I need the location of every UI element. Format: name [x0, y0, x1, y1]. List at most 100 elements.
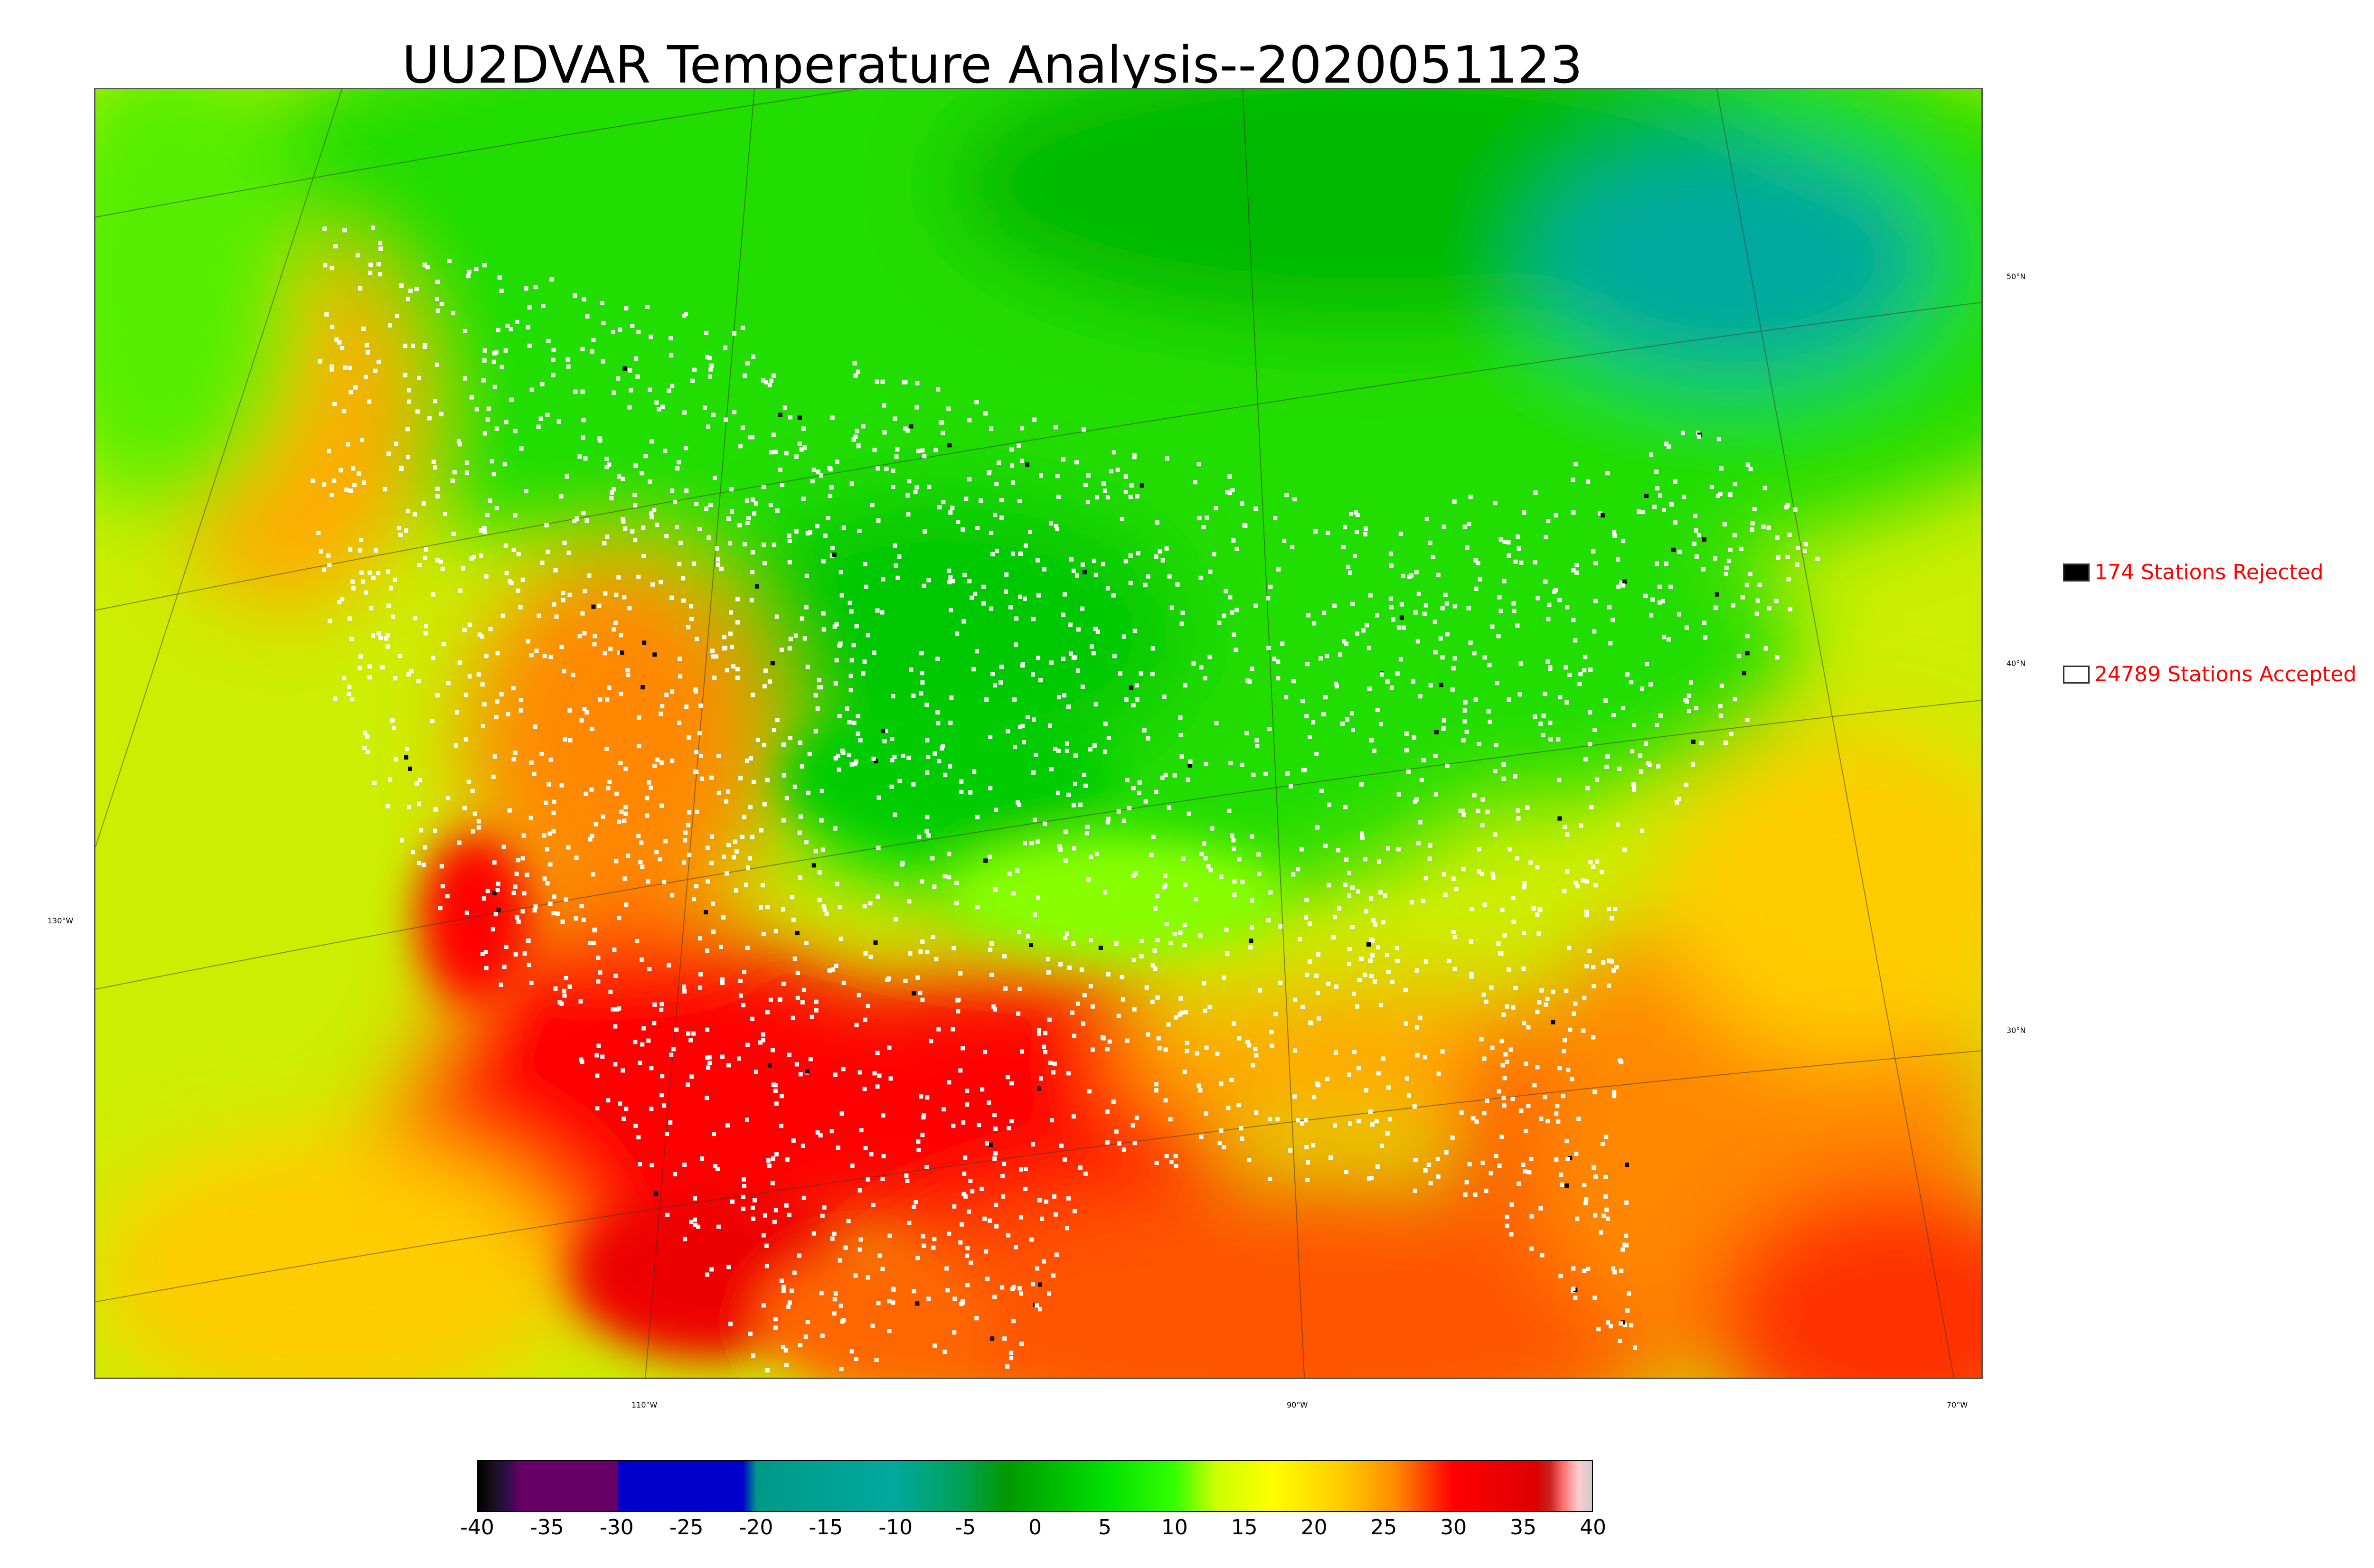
- station-marker: [1167, 574, 1172, 579]
- lat-label-40n: 40°N: [2007, 659, 2026, 668]
- station-marker: [1206, 864, 1211, 869]
- station-marker: [1187, 763, 1192, 768]
- station-marker: [820, 1213, 825, 1218]
- station-marker: [713, 476, 717, 480]
- station-marker: [352, 483, 357, 488]
- station-marker: [1585, 879, 1590, 884]
- station-marker: [673, 1172, 678, 1176]
- station-marker: [1094, 852, 1099, 856]
- station-marker: [605, 697, 610, 702]
- station-marker: [366, 750, 370, 754]
- station-marker: [1541, 714, 1546, 718]
- station-marker: [930, 856, 935, 861]
- station-marker: [1440, 606, 1445, 610]
- station-marker: [340, 346, 345, 350]
- station-marker: [524, 489, 528, 494]
- station-marker: [368, 271, 373, 275]
- station-marker: [1691, 739, 1696, 744]
- station-marker: [1150, 963, 1155, 967]
- station-marker: [328, 619, 332, 623]
- station-marker: [956, 1009, 961, 1014]
- station-marker: [1543, 692, 1547, 696]
- rejected-label: 174 Stations Rejected: [2094, 560, 2324, 584]
- station-marker: [709, 861, 714, 865]
- station-marker: [1162, 885, 1167, 890]
- station-marker: [1036, 895, 1040, 900]
- station-marker: [794, 454, 799, 459]
- station-marker: [1150, 646, 1155, 651]
- station-marker: [488, 498, 492, 503]
- station-marker: [857, 528, 862, 533]
- station-marker: [1120, 517, 1124, 521]
- station-marker: [1093, 627, 1098, 631]
- station-marker: [1501, 776, 1506, 781]
- station-marker: [652, 508, 657, 513]
- station-marker: [754, 584, 759, 589]
- station-marker: [1360, 836, 1365, 840]
- station-marker: [1502, 933, 1507, 938]
- station-marker: [1011, 551, 1016, 556]
- station-marker: [373, 368, 378, 373]
- station-marker: [669, 353, 674, 357]
- station-marker: [359, 570, 364, 575]
- station-marker: [1268, 1176, 1272, 1181]
- station-marker: [327, 449, 331, 453]
- station-marker: [416, 861, 421, 865]
- station-marker: [950, 506, 955, 510]
- station-marker: [1501, 1096, 1506, 1100]
- station-marker: [1603, 1174, 1608, 1179]
- station-marker: [1588, 667, 1593, 672]
- station-marker: [361, 326, 366, 331]
- station-marker: [1396, 847, 1401, 852]
- station-marker: [810, 479, 815, 484]
- station-marker: [1117, 1141, 1121, 1146]
- colorbar-tick: 0: [1028, 1515, 1042, 1540]
- station-marker: [766, 1158, 771, 1163]
- station-marker: [357, 471, 361, 476]
- station-marker: [545, 847, 549, 852]
- station-marker: [1388, 596, 1393, 601]
- station-marker: [856, 444, 861, 449]
- station-marker: [451, 310, 455, 315]
- station-marker: [914, 1200, 918, 1204]
- station-marker: [735, 597, 740, 601]
- station-marker: [471, 554, 476, 559]
- station-marker: [948, 721, 953, 725]
- station-marker: [534, 648, 539, 653]
- station-marker: [1684, 782, 1688, 787]
- station-marker: [837, 714, 842, 719]
- station-marker: [1724, 572, 1728, 576]
- station-marker: [1347, 893, 1352, 898]
- station-marker: [614, 791, 619, 796]
- station-marker: [908, 951, 913, 956]
- station-marker: [1364, 623, 1369, 628]
- station-marker: [866, 1004, 870, 1008]
- station-marker: [853, 373, 858, 378]
- station-marker: [1625, 1163, 1630, 1167]
- station-marker: [1632, 723, 1637, 728]
- station-marker: [585, 314, 590, 319]
- station-marker: [967, 477, 972, 482]
- station-marker: [761, 485, 766, 489]
- station-marker: [574, 855, 579, 860]
- station-marker: [919, 1094, 923, 1099]
- station-marker: [1683, 698, 1687, 703]
- station-marker: [949, 608, 953, 612]
- station-marker: [1129, 685, 1133, 690]
- station-marker: [779, 1278, 784, 1283]
- station-marker: [1543, 1095, 1547, 1099]
- station-marker: [1686, 694, 1691, 698]
- station-marker: [857, 1070, 862, 1075]
- station-marker: [490, 927, 495, 932]
- station-marker: [1431, 554, 1435, 559]
- station-marker: [1511, 601, 1516, 606]
- station-marker: [1017, 443, 1021, 448]
- station-marker: [845, 706, 849, 711]
- station-marker: [800, 1000, 805, 1005]
- station-marker: [962, 1171, 967, 1176]
- station-marker: [671, 1047, 676, 1052]
- station-marker: [673, 500, 678, 505]
- station-marker: [880, 1176, 885, 1181]
- station-marker: [1592, 1165, 1596, 1170]
- station-marker: [779, 1094, 784, 1099]
